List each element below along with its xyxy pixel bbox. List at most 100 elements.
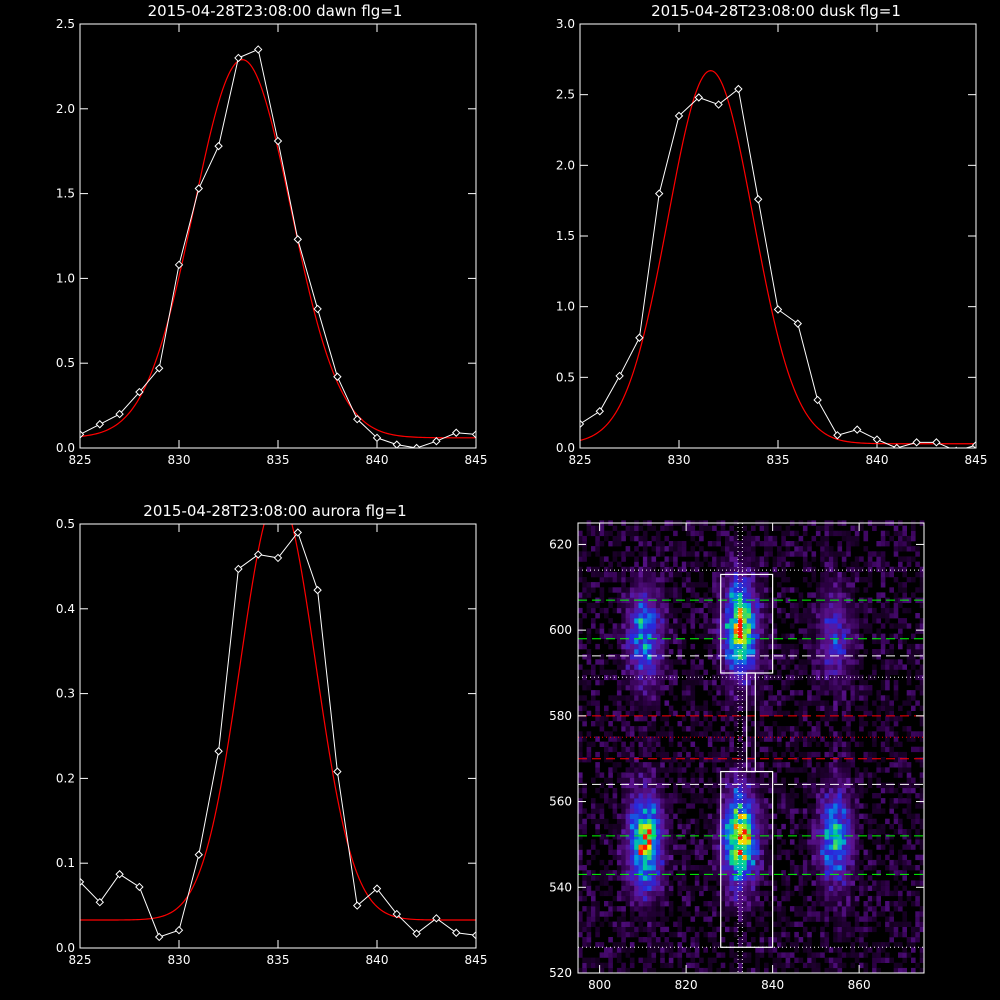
heatmap-cell xyxy=(846,839,851,845)
heatmap-cell xyxy=(850,654,856,660)
heatmap-cell xyxy=(759,803,765,809)
heatmap-cell xyxy=(638,582,644,588)
heatmap-cell xyxy=(911,577,916,583)
heatmap-cell xyxy=(582,592,587,598)
heatmap-cell xyxy=(863,952,869,958)
heatmap-cell xyxy=(746,942,752,948)
heatmap-cell xyxy=(828,751,834,758)
heatmap-cell xyxy=(707,818,713,825)
heatmap-cell xyxy=(880,957,886,963)
heatmap-cell xyxy=(738,916,743,922)
heatmap-cell xyxy=(742,829,747,835)
heatmap-cell xyxy=(815,962,821,969)
heatmap-cell xyxy=(759,942,765,948)
heatmap-cell xyxy=(720,901,726,907)
heatmap-cell xyxy=(686,690,691,696)
heatmap-cell xyxy=(841,813,847,819)
heatmap-cell xyxy=(824,685,830,691)
heatmap-cell xyxy=(681,885,687,891)
heatmap-cell xyxy=(716,587,721,593)
heatmap-cell xyxy=(898,793,903,799)
heatmap-cell xyxy=(651,685,657,691)
heatmap-cell xyxy=(638,798,644,804)
heatmap-cell xyxy=(703,947,708,953)
heatmap-cell xyxy=(764,834,769,840)
heatmap-cell xyxy=(694,705,700,711)
heatmap-cell xyxy=(828,741,834,747)
heatmap-cell xyxy=(893,530,899,537)
heatmap-cell xyxy=(906,607,912,614)
heatmap-cell xyxy=(686,674,691,681)
heatmap-cell xyxy=(785,613,791,619)
heatmap-cell xyxy=(828,782,834,789)
heatmap-cell xyxy=(906,895,912,902)
heatmap-cell xyxy=(733,566,739,573)
heatmap-cell xyxy=(867,566,873,573)
heatmap-cell xyxy=(781,571,786,578)
panel-aurora: 2015-04-28T23:08:00 aurora flg=1 825 830 8… xyxy=(56,502,488,967)
heatmap-cell xyxy=(794,731,799,737)
heatmap-cell xyxy=(720,793,726,799)
heatmap-cell xyxy=(854,571,860,578)
heatmap-cell xyxy=(599,875,605,881)
heatmap-cell xyxy=(824,793,830,799)
heatmap-cell xyxy=(629,751,635,758)
heatmap-cell xyxy=(694,679,700,686)
heatmap-cell xyxy=(746,782,752,789)
heatmap-cell xyxy=(785,798,791,804)
heatmap-cell xyxy=(733,875,739,881)
heatmap-cell xyxy=(725,530,730,537)
y-tick-label: 0.0 xyxy=(56,941,75,955)
heatmap-cell xyxy=(608,890,613,897)
heatmap-cell xyxy=(690,834,696,840)
heatmap-cell xyxy=(837,870,843,876)
heatmap-cell xyxy=(768,787,773,794)
heatmap-cell xyxy=(634,865,639,871)
heatmap-cell xyxy=(807,546,812,552)
heatmap-cell xyxy=(616,654,622,660)
heatmap-cell xyxy=(599,839,605,845)
heatmap-cell xyxy=(850,525,856,531)
heatmap-cell xyxy=(815,638,821,645)
heatmap-cell xyxy=(885,679,890,686)
heatmap-cell xyxy=(660,818,665,825)
heatmap-cell xyxy=(677,772,683,778)
heatmap-cell xyxy=(807,777,812,783)
heatmap-cell xyxy=(815,890,821,897)
heatmap-cell xyxy=(629,880,635,886)
heatmap-cell xyxy=(634,715,639,722)
heatmap-cell xyxy=(703,967,708,974)
heatmap-cell xyxy=(716,535,721,542)
heatmap-cell xyxy=(919,602,925,609)
heatmap-cell xyxy=(625,607,631,614)
heatmap-cell xyxy=(725,839,730,845)
y-tick-label: 0.5 xyxy=(556,370,575,384)
heatmap-cell xyxy=(621,931,626,938)
heatmap-cell xyxy=(859,952,864,958)
heatmap-cell xyxy=(707,967,713,974)
heatmap-cell xyxy=(755,690,760,696)
heatmap-cell xyxy=(703,885,708,891)
heatmap-cell xyxy=(738,921,743,927)
heatmap-cell xyxy=(729,582,734,588)
heatmap-cell xyxy=(738,839,743,845)
heatmap-cell xyxy=(716,577,721,583)
heatmap-cell xyxy=(681,829,687,835)
heatmap-cell xyxy=(699,577,704,583)
heatmap-cell xyxy=(677,721,683,727)
heatmap-cell xyxy=(764,921,769,927)
data-point-dusk xyxy=(714,100,723,109)
heatmap-cell xyxy=(807,911,812,917)
heatmap-cell xyxy=(841,793,847,799)
heatmap-cell xyxy=(807,741,812,747)
heatmap-cell xyxy=(578,911,583,917)
heatmap-cell xyxy=(699,854,704,861)
heatmap-cell xyxy=(837,808,843,814)
heatmap-cell xyxy=(651,649,657,655)
data-point-dawn xyxy=(154,364,164,373)
heatmap-cell xyxy=(880,700,886,706)
heatmap-cell xyxy=(716,849,721,855)
heatmap-cell xyxy=(616,865,622,871)
heatmap-cell xyxy=(694,592,700,598)
heatmap-cell xyxy=(742,875,747,881)
